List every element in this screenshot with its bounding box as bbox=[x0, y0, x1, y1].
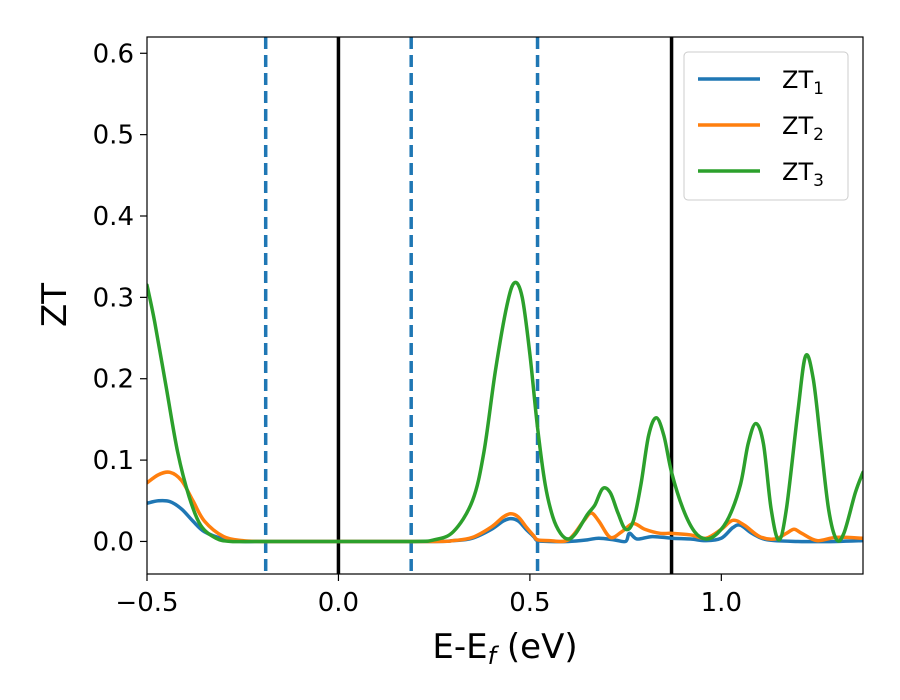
x-tick-label: 0.0 bbox=[318, 588, 359, 618]
y-tick-label: 0.4 bbox=[93, 202, 134, 232]
legend-label-1: ZT1 bbox=[782, 66, 824, 99]
y-axis: 0.0 0.1 0.2 0.3 0.4 0.5 0.6 bbox=[93, 39, 147, 557]
series-lines bbox=[147, 280, 863, 544]
legend-label-3: ZT3 bbox=[782, 158, 824, 191]
y-tick-label: 0.2 bbox=[93, 365, 134, 395]
y-axis-label: ZT bbox=[35, 283, 75, 327]
x-tick-label: 1.0 bbox=[701, 588, 742, 618]
series-line-3 bbox=[147, 280, 863, 544]
x-axis-label: E-Ef (eV) bbox=[432, 627, 577, 670]
legend-label-2: ZT2 bbox=[782, 112, 824, 145]
y-tick-label: 0.1 bbox=[93, 446, 134, 476]
y-tick-label: 0.6 bbox=[93, 39, 134, 69]
x-tick-label: −0.5 bbox=[115, 588, 178, 618]
plot-frame bbox=[146, 36, 864, 575]
x-tick-label: 0.5 bbox=[509, 588, 550, 618]
reference-lines bbox=[263, 37, 674, 574]
x-axis: −0.5 0.0 0.5 1.0 bbox=[115, 574, 742, 618]
y-tick-label: 0.3 bbox=[93, 283, 134, 313]
legend: ZT1 ZT2 ZT3 bbox=[683, 51, 849, 201]
y-tick-label: 0.5 bbox=[93, 121, 134, 151]
y-tick-label: 0.0 bbox=[93, 527, 134, 557]
legend-box bbox=[683, 51, 849, 201]
